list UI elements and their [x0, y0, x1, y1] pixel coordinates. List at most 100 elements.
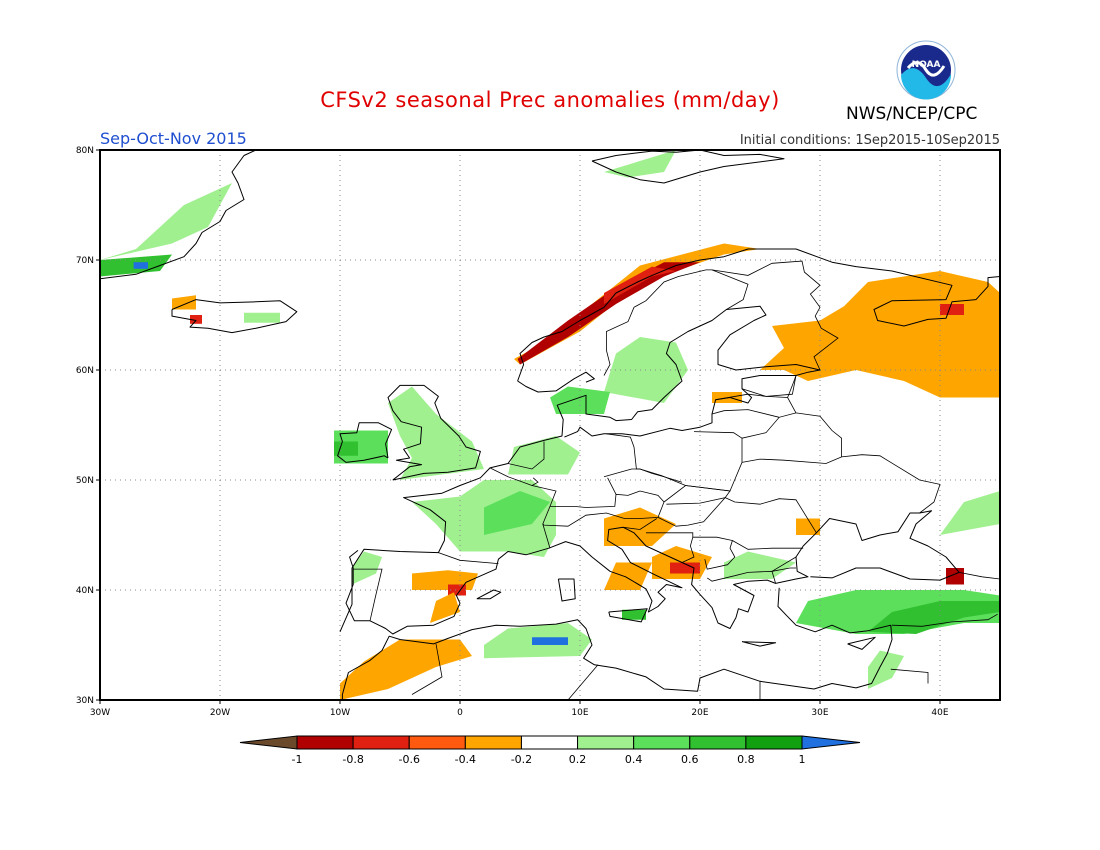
map-title: CFSv2 seasonal Prec anomalies (mm/day) — [320, 88, 780, 112]
noaa-logo-icon: NOAA — [896, 40, 956, 100]
country-border — [607, 477, 617, 495]
coastline — [387, 384, 481, 481]
anomaly-spain-east-orange — [412, 570, 478, 590]
longitude-labels: 30W 20W 10W 0 10E 20E 30E 40E — [90, 700, 949, 718]
colorbar-max-arrow — [801, 735, 861, 750]
coastline — [741, 641, 777, 647]
country-border — [734, 570, 776, 584]
anomaly-spain-nw-green — [352, 551, 382, 585]
lon-label: 10E — [571, 708, 588, 718]
colorbar-min-arrow — [239, 735, 298, 750]
colorbar-swatch — [689, 735, 747, 750]
colorbar-tick-label: -1 — [292, 753, 303, 766]
country-border — [787, 375, 797, 398]
anomaly-iceland-green — [244, 312, 280, 323]
coastlines — [100, 150, 1000, 700]
lat-label: 40N — [76, 586, 94, 596]
country-border — [657, 497, 817, 534]
coastline — [337, 422, 393, 463]
country-border — [959, 572, 1000, 580]
colorbar-tick-label: -0.4 — [455, 753, 476, 766]
lat-label: 50N — [76, 476, 94, 486]
coastline — [345, 510, 960, 635]
logo-text: NOAA — [912, 60, 941, 70]
country-border — [603, 269, 707, 376]
country-border — [741, 454, 941, 514]
anomaly-romania-orange — [796, 518, 820, 535]
coastline — [476, 589, 502, 600]
anomaly-russia-red — [940, 304, 964, 315]
agency-label: NWS/NCEP/CPC — [846, 104, 978, 124]
country-border — [531, 477, 539, 486]
latitude-labels: 80N 70N 60N 50N 40N 30N — [76, 146, 100, 706]
coastline — [341, 587, 893, 700]
anomaly-greenland-blue — [133, 262, 148, 269]
anomaly-britain-green — [388, 386, 484, 480]
anomaly-morocco-orange — [340, 639, 472, 700]
country-border — [603, 468, 683, 483]
coastline — [591, 150, 785, 184]
country-border — [663, 485, 731, 505]
anomaly-balkan-green — [724, 551, 796, 579]
colorbar-tick-label: -0.8 — [342, 753, 363, 766]
country-border — [741, 412, 842, 457]
colorbar: -1 -0.8 -0.6 -0.4 -0.2 0.2 0.4 0.6 0.8 1 — [239, 735, 861, 766]
coastline — [517, 371, 595, 393]
colorbar-tick-label: 0.4 — [625, 753, 643, 766]
lon-label: 40E — [931, 708, 948, 718]
anomaly-levant-green — [868, 650, 904, 689]
country-border — [771, 556, 797, 572]
anomaly-norway-dark — [604, 266, 676, 304]
country-border — [706, 260, 839, 371]
anomaly-italy-south-orange — [604, 562, 652, 590]
lon-label: 0 — [457, 708, 463, 718]
anomaly-norway-coast-red — [517, 262, 700, 365]
country-border — [732, 540, 804, 550]
coastline — [517, 248, 1000, 382]
coastline — [171, 299, 298, 334]
anomaly-balkan-red — [670, 562, 700, 574]
colorbar-swatch — [408, 735, 466, 750]
country-border — [411, 643, 443, 695]
anomaly-ireland-dark — [334, 441, 358, 456]
anomaly-france-mid — [484, 491, 550, 535]
colorbar-swatch — [352, 735, 410, 750]
country-border — [890, 668, 929, 684]
coastline — [557, 578, 576, 602]
lat-label: 70N — [76, 256, 94, 266]
map-grid — [100, 150, 1000, 700]
colorbar-tick-label: 1 — [799, 753, 806, 766]
coastline — [847, 636, 876, 650]
lat-label: 80N — [76, 146, 94, 156]
lon-label: 20E — [691, 708, 708, 718]
country-border — [507, 441, 545, 470]
colorbar-tick-label: 0.6 — [681, 753, 699, 766]
anomaly-iceland-west — [172, 295, 196, 310]
colorbar-tick-label: -0.2 — [511, 753, 532, 766]
colorbar-swatch — [633, 735, 691, 750]
initial-conditions: Initial conditions: 1Sep2015-10Sep2015 — [739, 133, 1000, 148]
anomaly-iceland-red — [190, 315, 202, 324]
country-border — [711, 269, 749, 310]
colorbar-swatch — [745, 735, 803, 750]
coastline — [608, 608, 648, 623]
anomaly-svalbard — [604, 150, 676, 178]
anomaly-russia-orange — [760, 271, 1000, 398]
anomaly-greenland-east — [100, 183, 232, 260]
country-border — [741, 375, 797, 397]
coastline — [100, 150, 257, 280]
map-frame — [99, 149, 1001, 701]
lon-label: 30E — [811, 708, 828, 718]
lat-label: 30N — [76, 696, 94, 706]
country-border — [706, 575, 735, 582]
lon-label: 10W — [330, 708, 350, 718]
country-border — [438, 552, 499, 564]
coastline — [339, 305, 821, 632]
colorbar-tick-label: 0.2 — [569, 753, 587, 766]
country-border — [623, 518, 658, 530]
anomaly-spain-red — [448, 584, 466, 596]
country-border — [771, 567, 796, 572]
lon-label: 20W — [210, 708, 230, 718]
lat-label: 60N — [76, 366, 94, 376]
country-border — [711, 409, 780, 418]
